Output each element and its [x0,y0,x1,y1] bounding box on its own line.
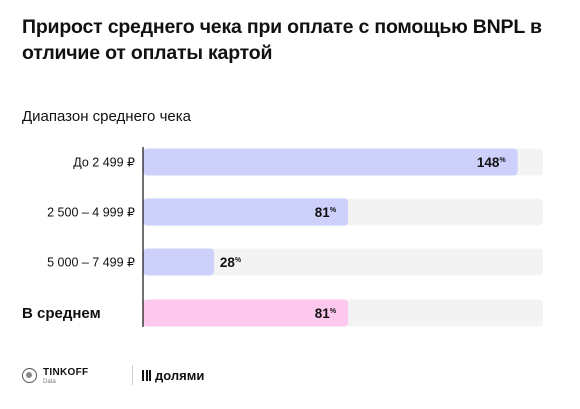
value-unit: % [330,308,337,315]
bar-track [143,248,543,276]
partner-name: долями [155,368,205,383]
bar [143,148,518,176]
value-label: 148% [477,155,507,170]
bar [143,198,349,226]
bar [143,248,214,276]
chart-title: Прирост среднего чека при оплате с помощ… [22,16,542,64]
category-label: 2 500 – 4 999 ₽ [47,206,135,220]
brand-subtitle: Data [43,379,56,385]
bar-chart: До 2 499 ₽148%2 500 – 4 999 ₽81%5 000 – … [22,147,543,327]
value-unit: % [330,207,337,214]
brand-name: TINKOFF [43,367,89,378]
tinkoff-logo: TINKOFF Data [22,366,102,388]
logo-divider [132,365,133,385]
category-label: До 2 499 ₽ [73,156,135,170]
footer: TINKOFF Data долями [22,364,322,388]
value-unit: % [235,257,242,264]
category-label: 5 000 – 7 499 ₽ [47,256,135,270]
category-label: В среднем [22,305,101,322]
tinkoff-emblem-icon [22,368,37,383]
bar [143,299,349,327]
category-axis-title: Диапазон среднего чека [22,108,191,125]
value-unit: % [499,157,506,164]
